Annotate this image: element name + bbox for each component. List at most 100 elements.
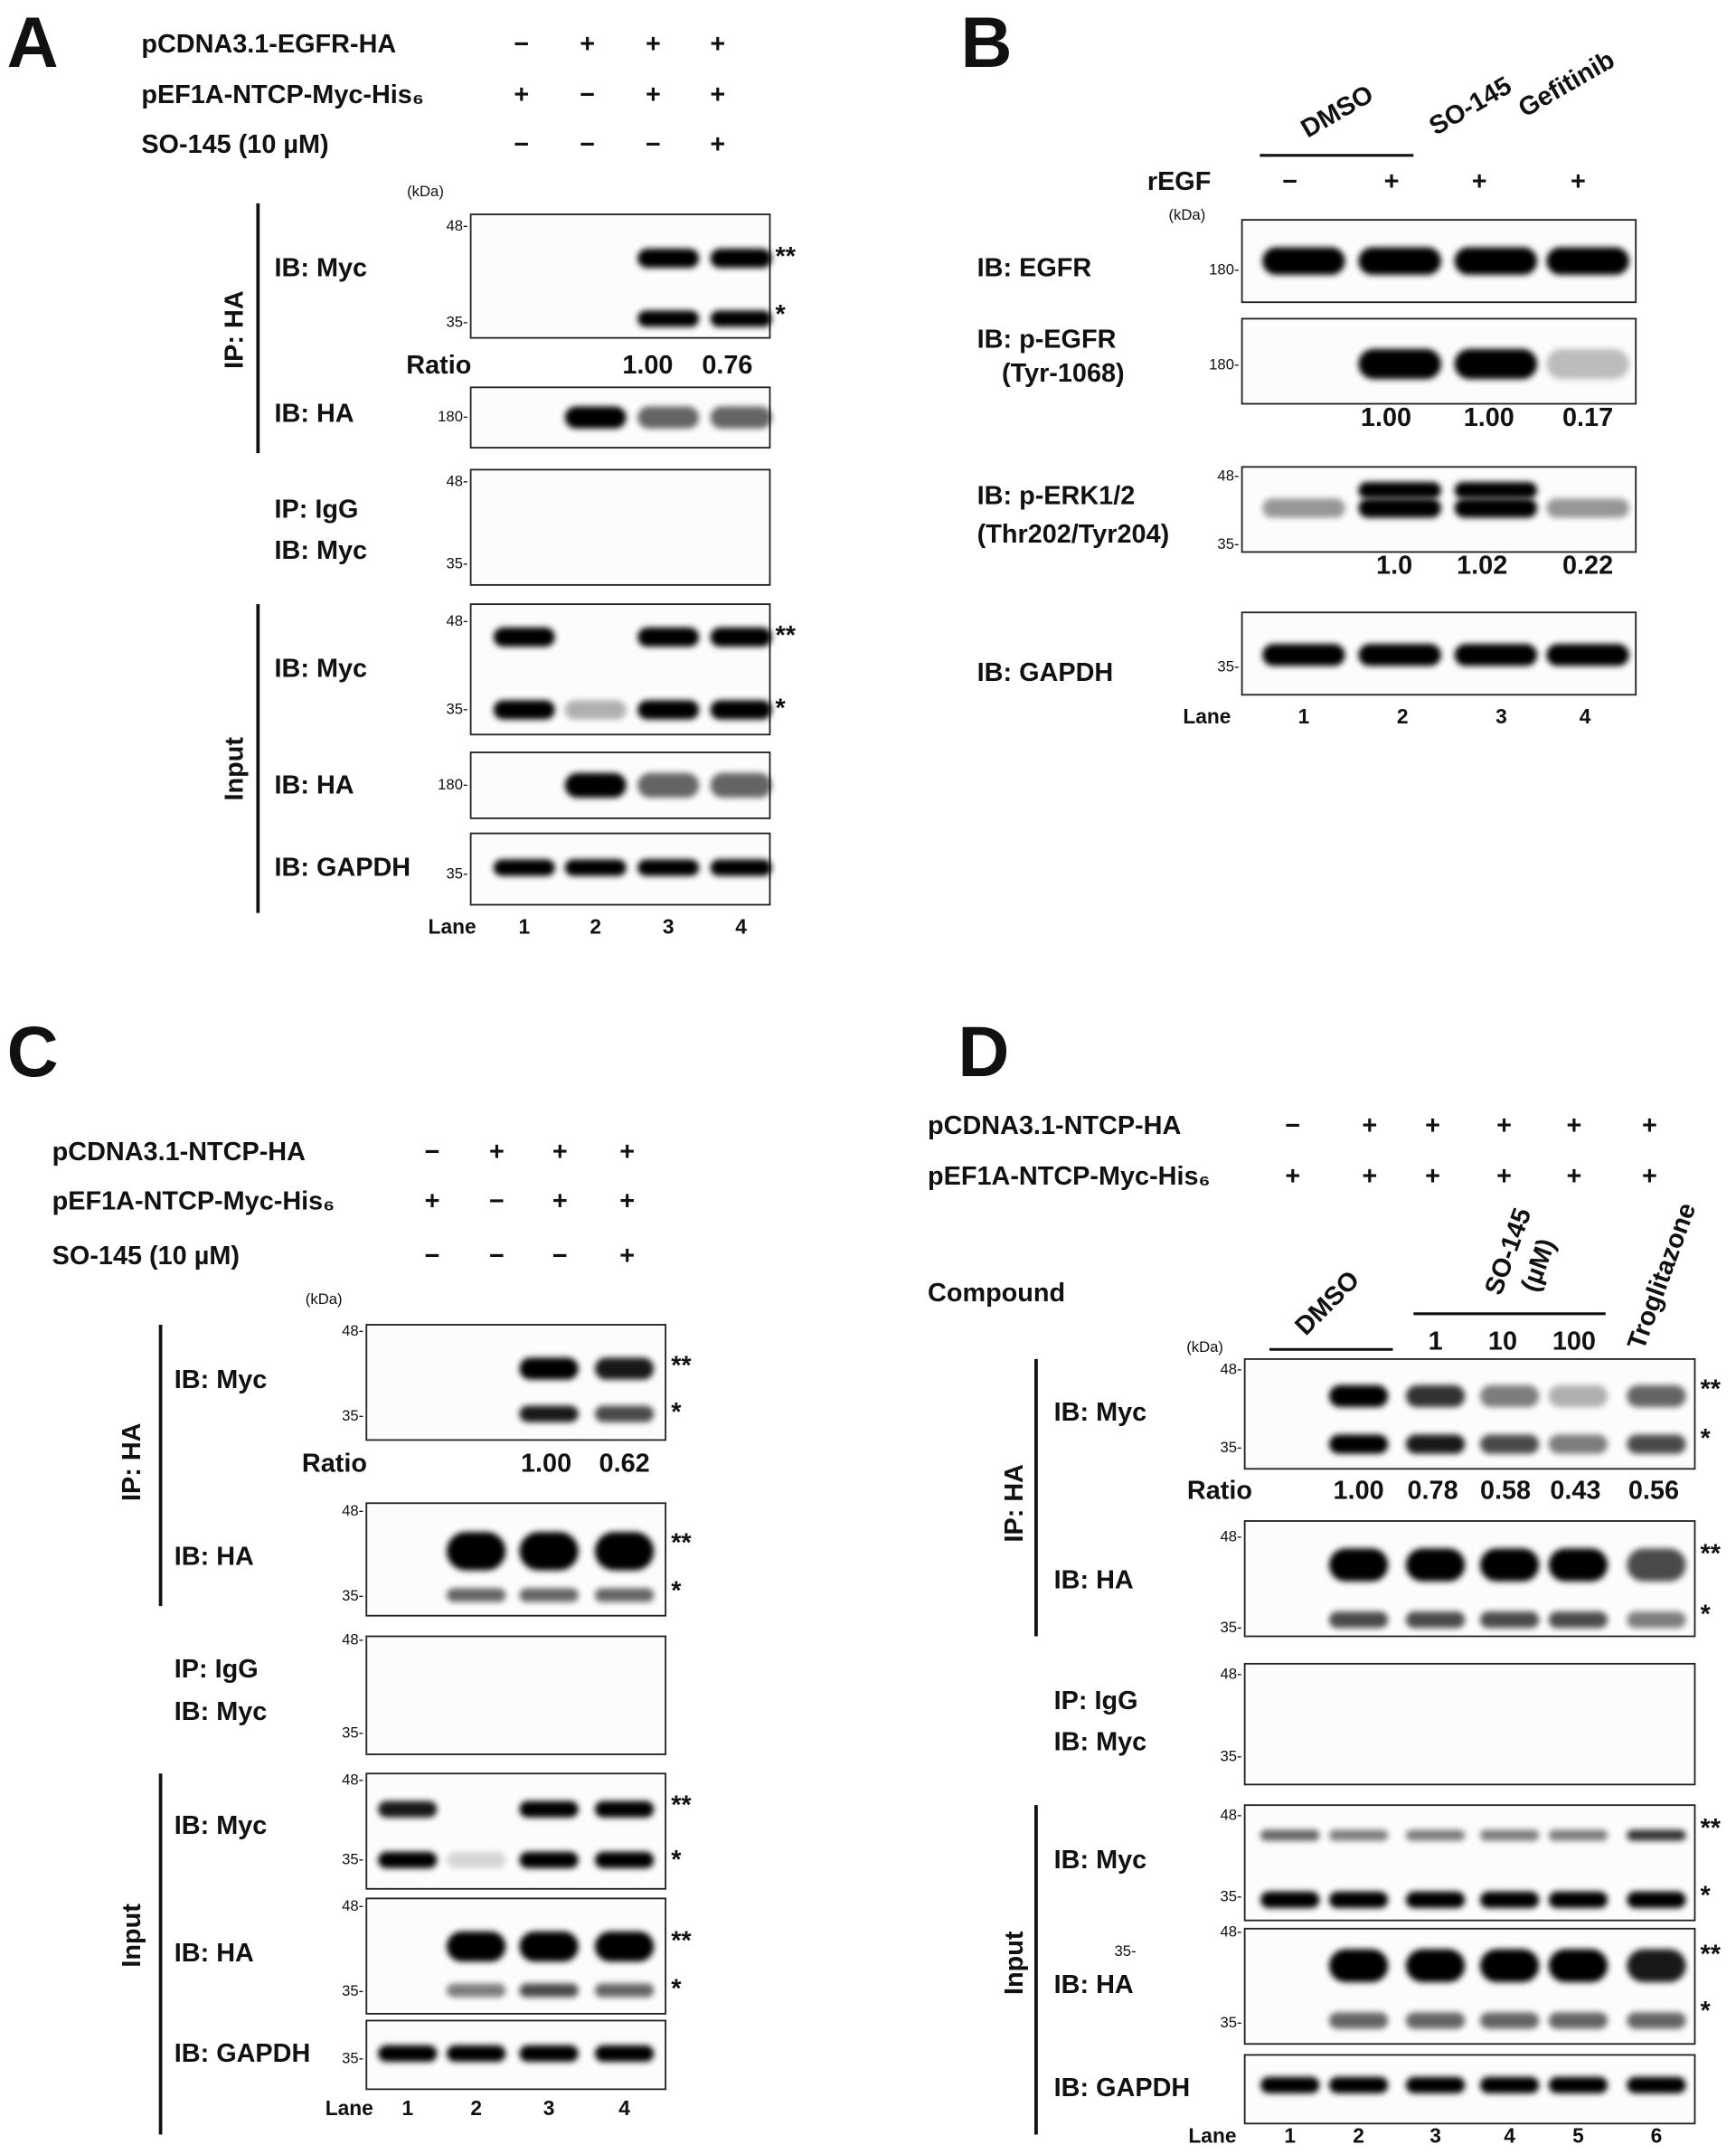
condition-name: pCDNA3.1-EGFR-HA	[141, 30, 396, 59]
band-label: **	[1701, 1540, 1722, 1569]
condition-sign: −	[580, 80, 595, 109]
band	[1548, 1548, 1609, 1582]
band	[519, 1405, 579, 1422]
band	[1548, 1434, 1609, 1454]
band	[637, 310, 700, 327]
condition-sign: +	[1496, 1111, 1512, 1140]
kda-marker: 35-	[342, 2049, 363, 2066]
condition-sign: +	[552, 1138, 568, 1167]
kda-marker: 35-	[1220, 1619, 1241, 1636]
kda-marker: 35-	[342, 1982, 363, 1999]
band	[1548, 1891, 1609, 1909]
kda-marker: 35-	[1220, 1439, 1241, 1456]
band	[1328, 1611, 1389, 1629]
blot-label: IB: Myc	[175, 1365, 268, 1394]
band	[1479, 2012, 1540, 2029]
blot-label: IP: IgG	[1054, 1686, 1138, 1715]
lane-number: 4	[735, 914, 747, 938]
band	[1328, 1434, 1389, 1454]
band	[1627, 2076, 1686, 2093]
kda-marker: 48-	[446, 472, 467, 489]
condition-sign: −	[1285, 1111, 1300, 1140]
blot-label: IB: Myc	[275, 253, 368, 282]
band-label: *	[671, 1975, 682, 2004]
band	[1479, 1949, 1540, 1982]
lane-number: 2	[1397, 704, 1409, 728]
kda-marker: 35-	[342, 1407, 363, 1424]
condition-sign: +	[580, 30, 595, 59]
lane-number: 3	[543, 2096, 555, 2120]
band-label: *	[1701, 1881, 1712, 1910]
condition-sign: +	[514, 80, 529, 109]
band-label: *	[1701, 1997, 1712, 2026]
lane-number: 1	[518, 914, 530, 938]
band	[594, 1532, 655, 1571]
kda-marker: 48-	[1220, 1665, 1241, 1682]
band	[594, 1357, 655, 1380]
kda-unit: (kDa)	[407, 183, 444, 200]
band	[1479, 1891, 1540, 1909]
panel-letter: B	[960, 3, 1012, 82]
condition-name: pEF1A-NTCP-Myc-His₆	[141, 80, 424, 109]
ratio-value: 0.62	[599, 1449, 650, 1478]
band	[710, 627, 772, 647]
group-label: Input	[118, 1904, 146, 1968]
band	[594, 1588, 655, 1602]
lane-number: 4	[1504, 2124, 1515, 2148]
band	[447, 1588, 506, 1602]
band	[1627, 2012, 1686, 2029]
blot-label: IB: HA	[275, 399, 354, 428]
band	[564, 772, 627, 798]
panel-letter: A	[7, 3, 59, 82]
band-label: **	[776, 621, 797, 650]
band	[594, 1983, 655, 1998]
ratio-value: 0.43	[1550, 1477, 1600, 1506]
band	[1627, 1434, 1686, 1454]
kda-marker: 35-	[1220, 2014, 1241, 2031]
band	[637, 627, 700, 647]
band	[1262, 247, 1345, 275]
compound-label: Compound	[928, 1279, 1065, 1308]
band	[519, 1983, 579, 1998]
lane-number: 1	[1298, 704, 1310, 728]
kda-marker: 35-	[342, 1850, 363, 1867]
band	[1405, 1949, 1466, 1982]
ratio-value: 1.00	[1361, 403, 1411, 432]
kda-marker: 180-	[438, 408, 467, 425]
ratio-value: 0.76	[702, 351, 752, 380]
ratio-value: 1.00	[622, 351, 673, 380]
band	[594, 2045, 655, 2063]
condition-name: pCDNA3.1-NTCP-HA	[52, 1138, 306, 1167]
band	[1262, 644, 1345, 666]
condition-sign: +	[710, 30, 725, 59]
blot-frame	[1243, 1357, 1696, 1470]
dose-label: 100	[1552, 1327, 1596, 1356]
band	[637, 249, 700, 269]
band	[378, 2045, 438, 2063]
condition-sign: −	[514, 30, 529, 59]
band-label: *	[1701, 1424, 1712, 1453]
band	[637, 700, 700, 720]
blot-label: (Tyr-1068)	[1002, 359, 1125, 388]
band	[1548, 1829, 1609, 1841]
blot-label: IB: GAPDH	[977, 658, 1114, 687]
band	[519, 1357, 579, 1380]
band	[1454, 498, 1538, 518]
treatment-label: DMSO	[1297, 80, 1379, 144]
band	[1405, 1829, 1466, 1841]
band	[1405, 1891, 1466, 1909]
kda-unit: (kDa)	[1168, 206, 1205, 223]
band-label: *	[671, 1577, 682, 1606]
band-label: *	[776, 300, 787, 329]
band	[1358, 247, 1441, 275]
group-label: Input	[221, 737, 250, 801]
band	[1260, 2076, 1320, 2093]
band	[594, 1931, 655, 1962]
condition-sign: +	[1566, 1111, 1581, 1140]
band	[378, 1851, 438, 1869]
kda-marker: 48-	[446, 217, 467, 234]
band-label: **	[1701, 1375, 1722, 1403]
band	[447, 1931, 506, 1962]
kda-marker: 48-	[342, 1897, 363, 1914]
